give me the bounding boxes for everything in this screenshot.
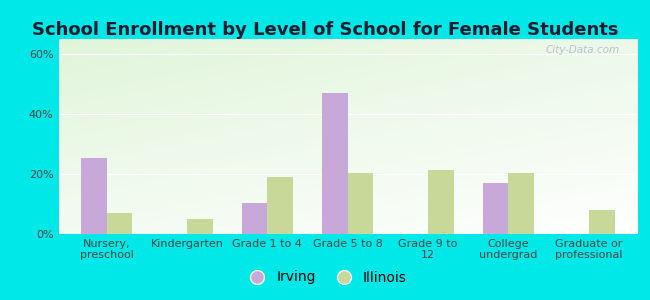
Bar: [428, 169, 454, 234]
Bar: [267, 177, 293, 234]
Bar: [589, 210, 614, 234]
Legend: Irving, Illinois: Irving, Illinois: [237, 265, 413, 290]
Text: School Enrollment by Level of School for Female Students: School Enrollment by Level of School for…: [32, 21, 618, 39]
Bar: [348, 172, 374, 234]
Bar: [107, 213, 133, 234]
Bar: [322, 93, 348, 234]
Bar: [81, 158, 107, 234]
Bar: [483, 183, 508, 234]
Bar: [242, 202, 267, 234]
Bar: [508, 172, 534, 234]
Text: City-Data.com: City-Data.com: [545, 45, 619, 55]
Bar: [187, 219, 213, 234]
